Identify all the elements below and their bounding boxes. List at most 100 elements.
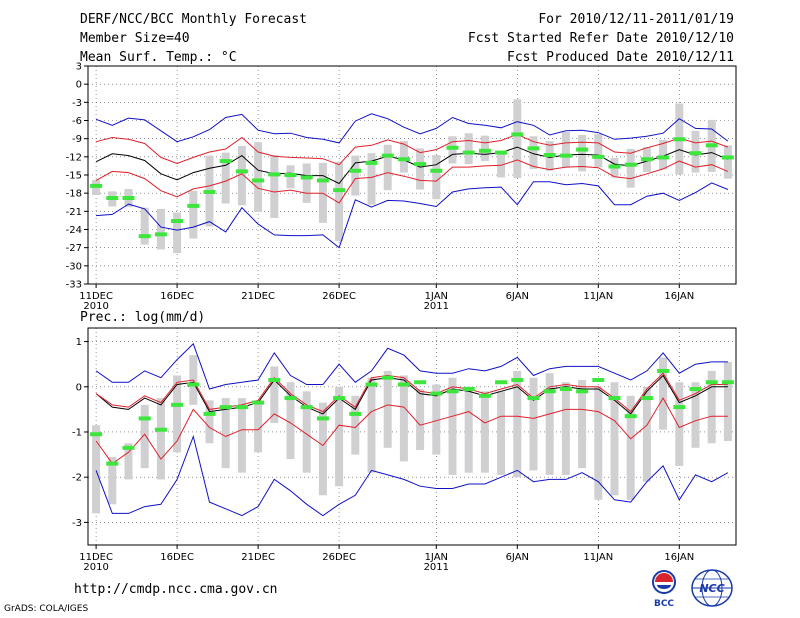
temp-ytick-label: -33 <box>66 280 82 291</box>
precip-observed-marker <box>478 393 491 398</box>
precip-observed-marker <box>106 461 119 466</box>
precip-ytick-label: -1 <box>72 427 82 438</box>
temp-xtick-year: 2011 <box>424 301 449 312</box>
temp-spread-bar <box>383 144 392 191</box>
temp-observed-marker <box>657 155 670 160</box>
temp-spread-bar <box>270 155 279 218</box>
precip-spread-bar <box>270 366 279 423</box>
temp-observed-marker <box>397 157 410 162</box>
precip-observed-marker <box>640 396 653 401</box>
bcc-logo-text: BCC <box>654 599 674 608</box>
precip-xtick-year: 2010 <box>83 562 108 573</box>
precip-observed-marker <box>446 389 459 394</box>
temp-xtick-label: 26DEC <box>322 291 356 302</box>
temp-observed-marker <box>300 175 313 180</box>
precip-observed-marker <box>90 432 103 437</box>
precip-line-upper-outer <box>95 342 728 390</box>
precip-spread-bar <box>416 389 425 451</box>
ncc-logo: NCC <box>691 569 733 607</box>
precip-observed-marker <box>268 377 281 382</box>
temp-observed-marker <box>689 151 702 156</box>
temp-spread-bar <box>173 212 182 254</box>
precip-spread-bar <box>286 382 295 460</box>
precip-spread-bar <box>318 402 327 496</box>
precip-ytick-label: -2 <box>72 473 82 484</box>
precip-spread-bar <box>399 375 408 462</box>
precip-spread-bar <box>108 456 117 505</box>
temp-ytick-label: -21 <box>66 207 82 218</box>
temp-observed-marker <box>608 164 621 169</box>
precip-observed-marker <box>624 414 637 419</box>
precip-plot-frame <box>87 327 737 546</box>
precip-observed-marker <box>397 382 410 387</box>
precip-spread-bar <box>594 386 603 500</box>
temp-spread-bar <box>367 153 376 205</box>
precip-observed-marker <box>527 396 540 401</box>
precip-spread-bar <box>383 370 392 448</box>
precip-line-lower-outer <box>95 434 729 517</box>
temp-xtick-label: 6JAN <box>506 291 529 302</box>
precip-spread-bar <box>578 379 587 469</box>
precip-spread-bar <box>173 375 182 453</box>
precip-observed-marker <box>608 396 621 401</box>
temp-spread-bar <box>561 132 570 168</box>
temp-spread-bar <box>254 142 263 212</box>
precip-spread-bar <box>367 377 376 473</box>
temp-line-lower-inner <box>95 159 729 204</box>
website-url[interactable]: http://cmdp.ncc.cma.gov.cn <box>74 582 278 597</box>
precip-xtick-label: 6JAN <box>506 552 529 563</box>
precip-line-lower-inner <box>95 397 728 465</box>
grads-credit: GrADS: COLA/IGES <box>4 604 89 614</box>
temp-observed-marker <box>527 146 540 151</box>
precip-observed-marker <box>462 387 475 392</box>
temp-xtick-label: 1JAN <box>425 291 448 302</box>
temp-observed-marker <box>171 219 184 224</box>
precip-observed-marker <box>673 405 686 410</box>
temp-observed-marker <box>673 137 686 142</box>
temp-ytick-label: -3 <box>72 98 82 109</box>
forecast-period: For 2010/12/11-2011/01/19 <box>538 12 734 27</box>
temp-spread-bar <box>513 99 522 179</box>
temp-line-lower-outer <box>96 181 729 249</box>
precip-observed-marker <box>284 396 297 401</box>
temp-ytick-label: -18 <box>66 189 82 200</box>
bcc-logo: BCC <box>652 570 676 608</box>
precip-ytick-label: 0 <box>76 382 82 393</box>
ncc-logo-text: NCC <box>699 582 724 595</box>
temp-ytick-label: -15 <box>66 171 82 182</box>
temp-line-upper-outer <box>95 113 729 144</box>
precip-observed-marker <box>414 380 427 385</box>
precip-xtick-label: 16DEC <box>160 552 194 563</box>
temp-observed-marker <box>414 162 427 167</box>
precip-xtick-label: 1JAN <box>425 552 448 563</box>
fcst-started-date: Fcst Started Refer Date 2010/12/10 <box>467 31 734 46</box>
temp-xtick-label: 16DEC <box>160 291 194 302</box>
precip-spread-bar <box>464 386 473 473</box>
precip-observed-marker <box>219 405 232 410</box>
precip-observed-marker <box>495 380 508 385</box>
precip-observed-marker <box>689 387 702 392</box>
precip-spread-bar <box>124 443 133 480</box>
precip-spread-bar <box>480 391 489 473</box>
fcst-produced-date: Fcst Produced Date 2010/12/11 <box>507 50 734 65</box>
precip-xtick-year: 2011 <box>424 562 449 573</box>
header-right: For 2010/12/11-2011/01/19 Fcst Started R… <box>468 10 734 67</box>
precip-spread-bar <box>140 404 149 469</box>
precip-observed-marker <box>430 391 443 396</box>
precip-spread-bar <box>205 400 214 444</box>
precip-ytick-label: 1 <box>76 337 82 348</box>
precip-spread-bar <box>335 386 344 487</box>
temp-observed-marker <box>203 189 216 194</box>
temperature-panel-label: Mean Surf. Temp.: °C <box>80 50 237 65</box>
precip-xtick-label: 16JAN <box>664 552 694 563</box>
precip-observed-marker <box>252 400 265 405</box>
precip-observed-marker <box>657 368 670 373</box>
temp-ytick-label: -27 <box>66 243 82 254</box>
temp-spread-bar <box>723 145 732 179</box>
chart-title: DERF/NCC/BCC Monthly Forecast <box>80 12 307 27</box>
temp-observed-marker <box>268 172 281 177</box>
precip-spread-bar <box>626 395 635 500</box>
precip-spread-bar <box>497 391 506 475</box>
precip-ytick-label: -3 <box>72 518 82 529</box>
precip-spread-bar <box>237 398 246 473</box>
